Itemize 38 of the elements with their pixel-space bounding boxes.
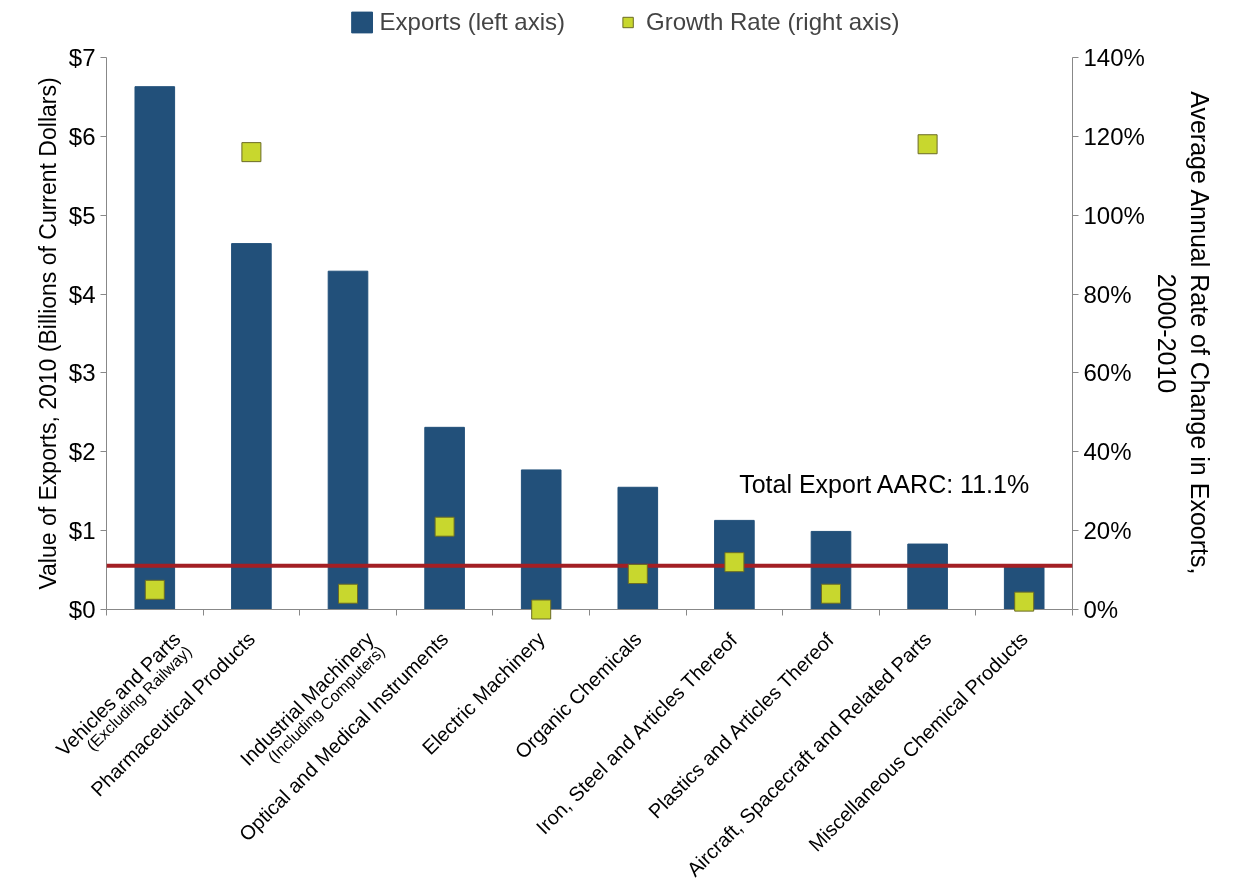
- ref-line-label: Total Export AARC: 11.1%: [739, 469, 1030, 498]
- y2-tick-label: 120%: [1083, 122, 1145, 150]
- y2-axis-title: Average Annual Rate of Change in Exoorts, 2000-2010: [1152, 91, 1215, 575]
- point: [917, 134, 938, 155]
- point: [724, 552, 745, 573]
- y-tick-label: $7: [68, 44, 96, 71]
- point: [434, 516, 455, 537]
- y-tick-label: $6: [68, 122, 96, 150]
- point: [144, 579, 165, 600]
- bar: [617, 486, 659, 610]
- bar: [907, 543, 948, 610]
- y2-tick-label: 100%: [1083, 201, 1145, 229]
- point: [338, 583, 358, 604]
- y-tick-label: $3: [68, 359, 96, 387]
- point: [1014, 591, 1035, 612]
- y2-tick-label: 0%: [1083, 596, 1119, 623]
- y2-tick-label: 40%: [1083, 438, 1132, 466]
- legend-label: Exports (left axis): [379, 7, 565, 36]
- y-tick-label: $2: [68, 438, 96, 466]
- point: [531, 599, 552, 620]
- y-tick-label: $4: [68, 280, 96, 308]
- y2-tick-label: 60%: [1083, 359, 1132, 387]
- point: [821, 583, 841, 604]
- y-tick-label: $0: [68, 596, 96, 623]
- y-axis-title: Value of Exports, 2010 (Billions of Current Dollars): [34, 77, 61, 590]
- y2-tick-label: 20%: [1083, 517, 1132, 545]
- bar: [520, 469, 562, 610]
- point: [241, 142, 262, 163]
- legend-label: Growth Rate (right axis): [645, 7, 900, 36]
- y-tick-label: $5: [68, 201, 96, 229]
- bar: [134, 86, 176, 610]
- bar: [424, 426, 465, 610]
- y2-tick-label: 140%: [1083, 44, 1145, 71]
- y-tick-label: $1: [68, 517, 96, 545]
- bar: [231, 243, 272, 610]
- y2-tick-label: 80%: [1083, 280, 1132, 308]
- point: [627, 564, 648, 585]
- bar: [327, 270, 369, 610]
